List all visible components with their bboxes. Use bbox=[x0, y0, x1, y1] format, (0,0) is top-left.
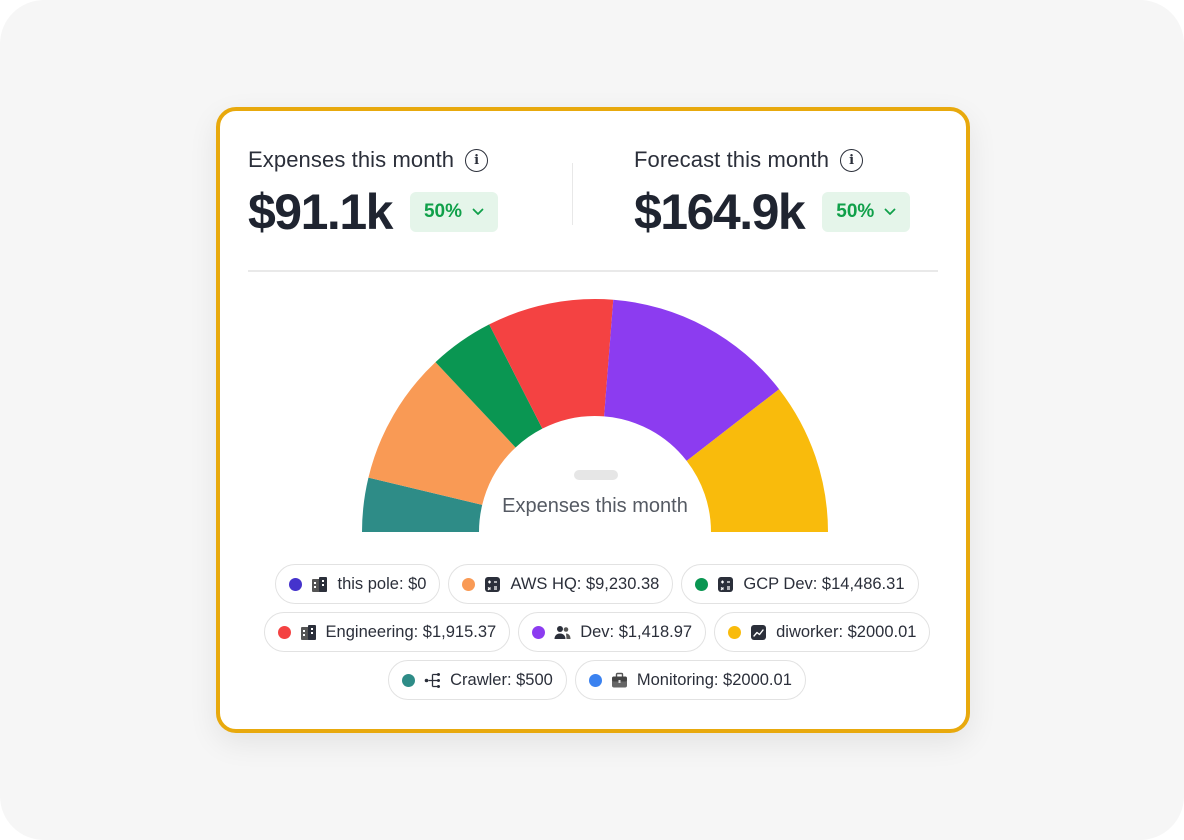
legend-item[interactable]: Engineering: $1,915.37 bbox=[263, 612, 511, 652]
expenses-label: Expenses this month bbox=[248, 147, 455, 172]
badge-label: 50% bbox=[423, 201, 462, 222]
chevron-down-icon bbox=[884, 208, 896, 215]
legend-color-dot bbox=[695, 577, 709, 591]
gauge-segment[interactable] bbox=[686, 389, 828, 532]
gauge-segment[interactable] bbox=[362, 477, 483, 532]
legend-label: Dev: $1,418.97 bbox=[580, 622, 693, 641]
calculator-icon bbox=[717, 576, 734, 593]
legend-item[interactable]: GCP Dev: $14,486.31 bbox=[681, 564, 919, 604]
expenses-value: $91.1k bbox=[248, 184, 393, 240]
forecast-value: $164.9k bbox=[634, 184, 806, 240]
building-icon bbox=[311, 576, 328, 593]
tree-icon bbox=[424, 672, 441, 689]
gauge-segment[interactable] bbox=[435, 324, 543, 448]
gauge-segment[interactable] bbox=[368, 362, 516, 505]
legend-color-dot bbox=[588, 673, 602, 687]
legend: this pole: $0 AWS HQ: $9,230.38 GCP Dev: $… bbox=[240, 564, 954, 700]
legend-item[interactable]: this pole: $0 bbox=[275, 564, 441, 604]
legend-item[interactable]: Crawler: $500 bbox=[388, 660, 567, 700]
info-icon[interactable]: i bbox=[465, 148, 489, 172]
legend-row: Crawler: $500 Monitoring: $2000.01 bbox=[388, 660, 806, 700]
gauge-handle bbox=[574, 470, 618, 480]
info-icon[interactable]: i bbox=[840, 148, 864, 172]
legend-color-dot bbox=[462, 577, 476, 591]
legend-label: Engineering: $1,915.37 bbox=[325, 622, 497, 641]
forecast-label: Forecast this month bbox=[634, 147, 830, 172]
calculator-icon bbox=[484, 576, 501, 593]
legend-label: Monitoring: $2000.01 bbox=[636, 670, 792, 689]
expenses-card: Expenses this month i $91.1k 50% Forecas… bbox=[216, 107, 970, 733]
gauge-center-label: Expenses this month bbox=[502, 495, 688, 517]
expenses-change-badge[interactable]: 50% bbox=[409, 192, 498, 232]
legend-color-dot bbox=[289, 577, 303, 591]
forecast-kpi: Forecast this month i $164.9k 50% bbox=[634, 145, 911, 240]
legend-item[interactable]: Monitoring: $2000.01 bbox=[574, 660, 806, 700]
gauge-segment[interactable] bbox=[604, 299, 780, 461]
legend-color-dot bbox=[728, 625, 742, 639]
legend-color-dot bbox=[402, 673, 416, 687]
gauge-chart bbox=[362, 299, 828, 532]
expenses-gauge: Expenses this month bbox=[360, 296, 830, 536]
legend-row: this pole: $0 AWS HQ: $9,230.38 GCP Dev: $… bbox=[275, 564, 919, 604]
legend-label: this pole: $0 bbox=[337, 574, 427, 593]
users-icon bbox=[554, 624, 571, 641]
expenses-kpi: Expenses this month i $91.1k 50% bbox=[248, 145, 498, 240]
legend-label: GCP Dev: $14,486.31 bbox=[743, 574, 905, 593]
legend-item[interactable]: diworker: $2000.01 bbox=[714, 612, 931, 652]
building-icon bbox=[300, 624, 317, 641]
chevron-down-icon bbox=[472, 208, 484, 215]
gauge-segment[interactable] bbox=[489, 299, 614, 429]
section-divider bbox=[248, 270, 938, 272]
badge-label: 50% bbox=[836, 201, 875, 222]
legend-color-dot bbox=[532, 625, 546, 639]
legend-label: diworker: $2000.01 bbox=[776, 622, 917, 641]
legend-item[interactable]: Dev: $1,418.97 bbox=[518, 612, 707, 652]
legend-color-dot bbox=[277, 625, 291, 639]
briefcase-icon bbox=[611, 672, 628, 689]
forecast-change-badge[interactable]: 50% bbox=[822, 192, 911, 232]
kpi-divider bbox=[572, 163, 573, 225]
legend-item[interactable]: AWS HQ: $9,230.38 bbox=[448, 564, 674, 604]
legend-label: AWS HQ: $9,230.38 bbox=[510, 574, 660, 593]
legend-label: Crawler: $500 bbox=[450, 670, 553, 689]
legend-row: Engineering: $1,915.37 Dev: $1,418.97 diwo… bbox=[263, 612, 931, 652]
chart-icon bbox=[750, 624, 767, 641]
